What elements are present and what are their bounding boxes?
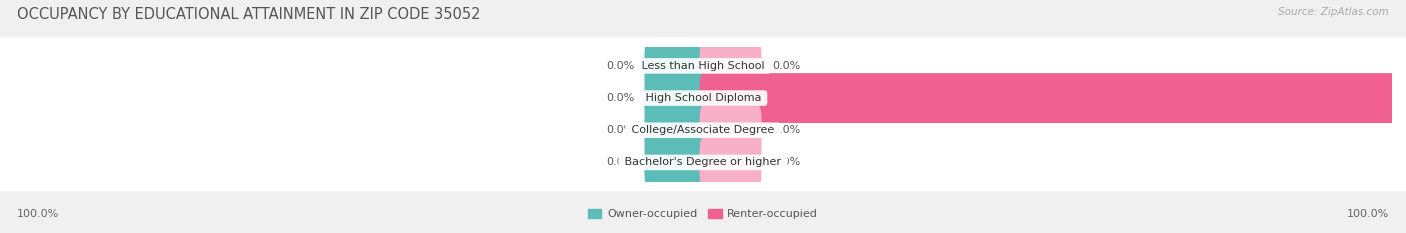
Text: OCCUPANCY BY EDUCATIONAL ATTAINMENT IN ZIP CODE 35052: OCCUPANCY BY EDUCATIONAL ATTAINMENT IN Z…	[17, 7, 481, 22]
Text: College/Associate Degree: College/Associate Degree	[628, 125, 778, 135]
FancyBboxPatch shape	[700, 105, 762, 155]
FancyBboxPatch shape	[700, 73, 1395, 123]
Text: 0.0%: 0.0%	[606, 93, 634, 103]
FancyBboxPatch shape	[644, 105, 706, 155]
FancyBboxPatch shape	[700, 137, 762, 187]
Text: High School Diploma: High School Diploma	[641, 93, 765, 103]
FancyBboxPatch shape	[0, 134, 1406, 191]
Text: 0.0%: 0.0%	[606, 125, 634, 135]
Text: 0.0%: 0.0%	[772, 61, 800, 71]
FancyBboxPatch shape	[644, 73, 706, 123]
Text: 0.0%: 0.0%	[606, 61, 634, 71]
Text: 0.0%: 0.0%	[772, 125, 800, 135]
Text: 0.0%: 0.0%	[772, 158, 800, 168]
Text: Source: ZipAtlas.com: Source: ZipAtlas.com	[1278, 7, 1389, 17]
FancyBboxPatch shape	[0, 69, 1406, 127]
Legend: Owner-occupied, Renter-occupied: Owner-occupied, Renter-occupied	[588, 209, 818, 219]
Text: Bachelor's Degree or higher: Bachelor's Degree or higher	[621, 158, 785, 168]
Text: Less than High School: Less than High School	[638, 61, 768, 71]
FancyBboxPatch shape	[700, 41, 762, 91]
Text: 100.0%: 100.0%	[17, 209, 59, 219]
FancyBboxPatch shape	[0, 102, 1406, 159]
Text: 100.0%: 100.0%	[1347, 209, 1389, 219]
Text: 0.0%: 0.0%	[606, 158, 634, 168]
FancyBboxPatch shape	[644, 137, 706, 187]
FancyBboxPatch shape	[644, 41, 706, 91]
FancyBboxPatch shape	[0, 37, 1406, 95]
